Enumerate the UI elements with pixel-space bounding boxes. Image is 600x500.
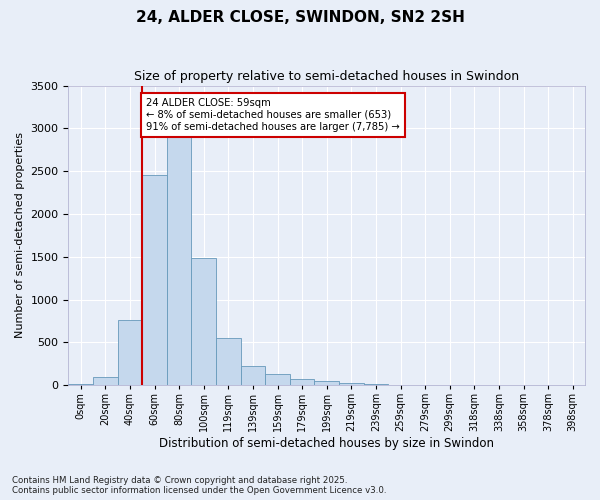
Bar	[118, 320, 142, 385]
Bar	[388, 384, 413, 385]
Text: 24, ALDER CLOSE, SWINDON, SN2 2SH: 24, ALDER CLOSE, SWINDON, SN2 2SH	[136, 10, 464, 25]
Bar	[191, 258, 216, 385]
Bar	[93, 377, 118, 385]
Text: Contains HM Land Registry data © Crown copyright and database right 2025.
Contai: Contains HM Land Registry data © Crown c…	[12, 476, 386, 495]
Bar	[339, 383, 364, 385]
Bar	[265, 374, 290, 385]
Title: Size of property relative to semi-detached houses in Swindon: Size of property relative to semi-detach…	[134, 70, 519, 83]
Bar	[216, 338, 241, 385]
Bar	[142, 176, 167, 385]
Bar	[364, 384, 388, 385]
Y-axis label: Number of semi-detached properties: Number of semi-detached properties	[15, 132, 25, 338]
Bar	[290, 379, 314, 385]
Bar	[68, 384, 93, 385]
X-axis label: Distribution of semi-detached houses by size in Swindon: Distribution of semi-detached houses by …	[159, 437, 494, 450]
Bar	[241, 366, 265, 385]
Bar	[167, 132, 191, 385]
Text: 24 ALDER CLOSE: 59sqm
← 8% of semi-detached houses are smaller (653)
91% of semi: 24 ALDER CLOSE: 59sqm ← 8% of semi-detac…	[146, 98, 400, 132]
Bar	[314, 381, 339, 385]
